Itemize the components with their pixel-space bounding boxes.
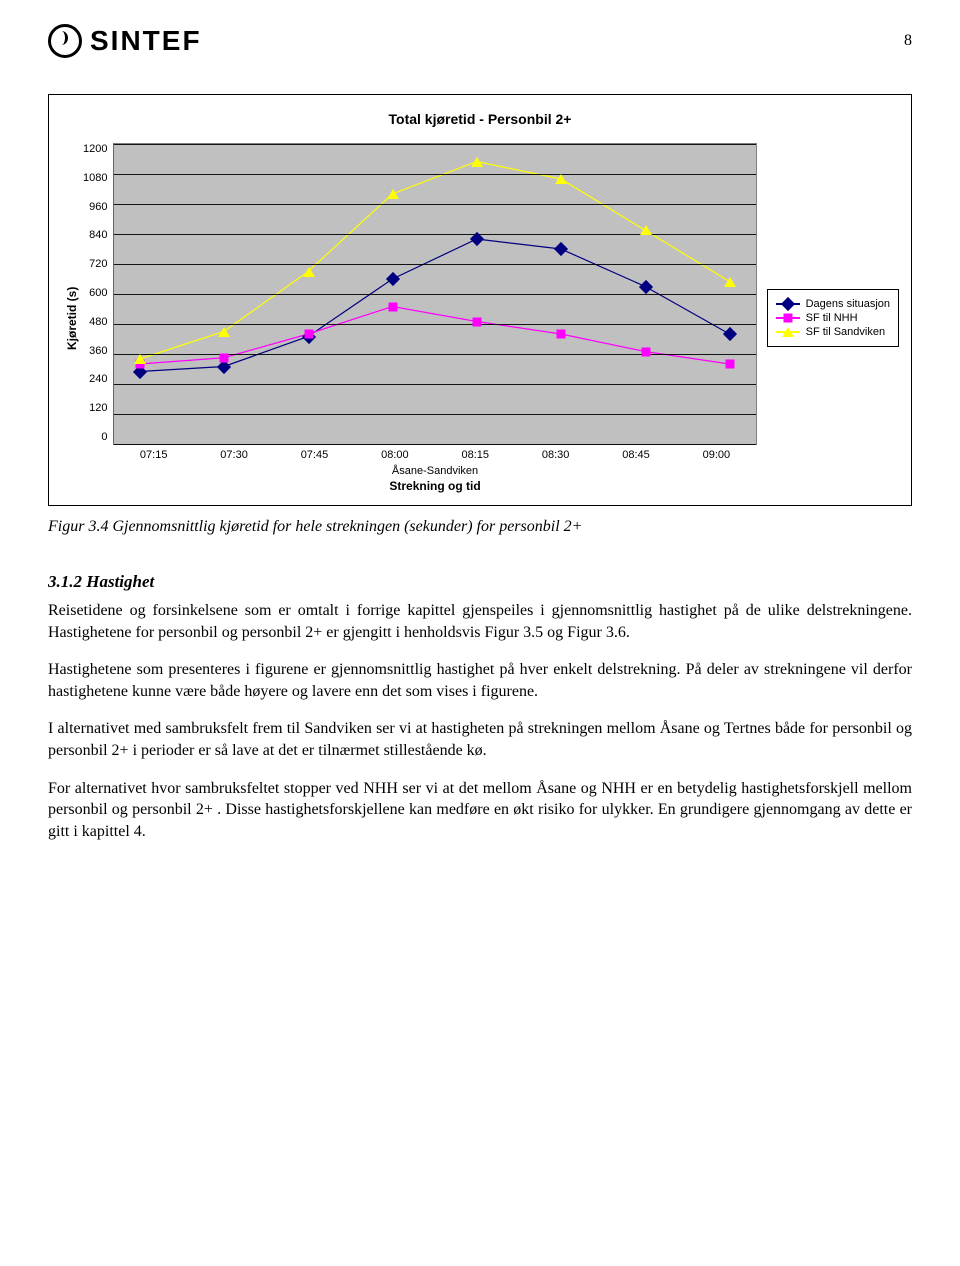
y-tick: 0 [101, 431, 107, 443]
logo-icon [48, 24, 82, 58]
gridline [114, 144, 755, 145]
x-axis-label: Strekning og tid [113, 479, 756, 493]
series-marker [303, 267, 315, 277]
y-axis-label: Kjøretid (s) [61, 143, 83, 493]
legend-item: SF til NHH [776, 312, 890, 324]
gridline [114, 324, 755, 325]
sintef-logo: SINTEF [48, 24, 202, 58]
y-tick: 360 [89, 345, 107, 357]
body-paragraph: Hastighetene som presenteres i figurene … [48, 659, 912, 702]
x-tick: 07:30 [194, 449, 274, 461]
series-marker [304, 330, 313, 339]
x-tick: 08:00 [355, 449, 435, 461]
x-tick: 07:45 [274, 449, 354, 461]
x-axis-ticks: 07:1507:3007:4508:0008:1508:3008:4509:00 [113, 445, 756, 463]
y-tick: 1200 [83, 143, 107, 155]
x-axis-sublabel: Åsane-Sandviken [113, 465, 756, 477]
series-marker [218, 327, 230, 337]
y-tick: 240 [89, 373, 107, 385]
page-header: SINTEF 8 [48, 24, 912, 58]
series-marker [640, 225, 652, 235]
body-paragraph: For alternativet hvor sambruksfeltet sto… [48, 778, 912, 843]
figure-caption: Figur 3.4 Gjennomsnittlig kjøretid for h… [48, 518, 912, 536]
gridline [114, 444, 755, 445]
series-marker [724, 277, 736, 287]
series-marker [641, 347, 650, 356]
y-tick: 480 [89, 316, 107, 328]
legend-label: Dagens situasjon [806, 298, 890, 310]
page-number: 8 [904, 32, 912, 50]
chart-plot-area [113, 143, 756, 445]
gridline [114, 264, 755, 265]
legend-label: SF til NHH [806, 312, 858, 324]
y-tick: 840 [89, 229, 107, 241]
x-tick: 08:45 [596, 449, 676, 461]
x-tick: 09:00 [676, 449, 756, 461]
series-marker [557, 330, 566, 339]
series-marker [134, 354, 146, 364]
section-heading: 3.1.2 Hastighet [48, 572, 912, 592]
logo-text: SINTEF [90, 25, 202, 57]
y-tick: 600 [89, 287, 107, 299]
gridline [114, 204, 755, 205]
series-marker [471, 157, 483, 167]
y-tick: 720 [89, 258, 107, 270]
series-marker [725, 360, 734, 369]
legend-item: Dagens situasjon [776, 298, 890, 310]
x-tick: 07:15 [113, 449, 193, 461]
series-marker [473, 317, 482, 326]
legend-item: SF til Sandviken [776, 326, 890, 338]
gridline [114, 294, 755, 295]
y-axis-ticks: 120010809608407206004803602401200 [83, 143, 113, 443]
chart-container: Total kjøretid - Personbil 2+ Kjøretid (… [48, 94, 912, 506]
series-marker [220, 353, 229, 362]
x-tick: 08:30 [515, 449, 595, 461]
series-marker [387, 189, 399, 199]
x-tick: 08:15 [435, 449, 515, 461]
legend-label: SF til Sandviken [806, 326, 885, 338]
gridline [114, 354, 755, 355]
y-tick: 1080 [83, 172, 107, 184]
gridline [114, 174, 755, 175]
chart-legend: Dagens situasjon SF til NHH SF til Sandvik… [767, 289, 899, 347]
gridline [114, 234, 755, 235]
chart-title: Total kjøretid - Personbil 2+ [61, 111, 899, 127]
y-tick: 120 [89, 402, 107, 414]
series-marker [388, 302, 397, 311]
body-paragraph: Reisetidene og forsinkelsene som er omta… [48, 600, 912, 643]
gridline [114, 384, 755, 385]
body-paragraph: I alternativet med sambruksfelt frem til… [48, 718, 912, 761]
series-marker [555, 174, 567, 184]
y-tick: 960 [89, 201, 107, 213]
gridline [114, 414, 755, 415]
